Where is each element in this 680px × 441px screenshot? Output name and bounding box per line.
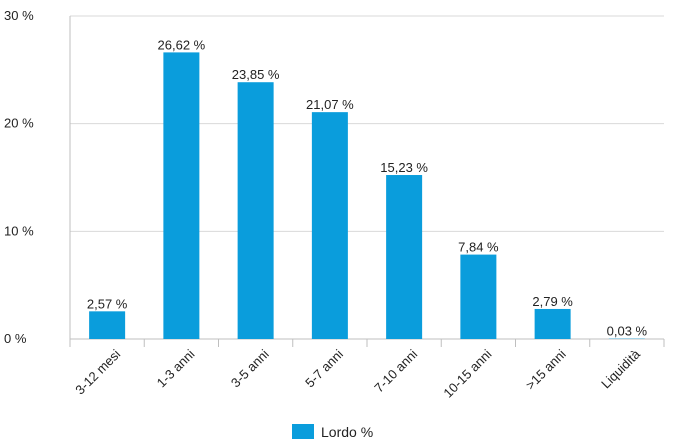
x-tick-label-4: 7-10 anni: [371, 346, 420, 395]
data-label-7: 0,03 %: [607, 324, 648, 339]
data-label-4: 15,23 %: [380, 160, 428, 175]
y-tick-label: 20 %: [4, 116, 34, 131]
bar-5: [460, 254, 497, 339]
y-tick-label: 0 %: [4, 331, 27, 346]
x-tick-label-0: 3-12 mesi: [72, 346, 123, 397]
x-tick-label-1: 1-3 anni: [154, 346, 198, 390]
bar-6: [534, 308, 571, 339]
data-label-6: 2,79 %: [532, 294, 573, 309]
x-tick-label-3: 5-7 anni: [302, 346, 346, 390]
bar-2: [237, 82, 274, 339]
data-label-1: 26,62 %: [158, 37, 206, 52]
bars: 2,57 % 26,62 % 23,85 % 21,07 % 15,23 % 7,84 %…: [87, 37, 648, 340]
x-tick-label-5: 10-15 anni: [440, 346, 494, 400]
bar-4: [386, 175, 423, 339]
x-tick-label-6: >15 anni: [523, 346, 569, 392]
legend-label-lordo: Lordo %: [321, 424, 373, 440]
bar-0: [89, 311, 126, 339]
data-label-2: 23,85 %: [232, 67, 280, 82]
data-label-5: 7,84 %: [458, 240, 499, 255]
x-axis-tick-labels: 3-12 mesi 1-3 anni 3-5 anni 5-7 anni 7-10 an…: [72, 346, 643, 401]
x-tick-label-7: Liquidità: [598, 346, 643, 391]
bar-3: [311, 112, 348, 339]
legend: Lordo %: [292, 424, 373, 440]
bar-1: [163, 52, 200, 340]
data-label-0: 2,57 %: [87, 296, 128, 311]
y-tick-label: 30 %: [4, 8, 34, 23]
grid-lines: [69, 15, 665, 347]
data-label-3: 21,07 %: [306, 97, 354, 112]
x-tick-label-2: 3-5 anni: [228, 346, 272, 390]
legend-swatch-lordo: [292, 424, 314, 439]
y-axis-tick-labels: 0 % 10 % 20 % 30 %: [4, 8, 34, 346]
y-tick-label: 10 %: [4, 223, 34, 238]
